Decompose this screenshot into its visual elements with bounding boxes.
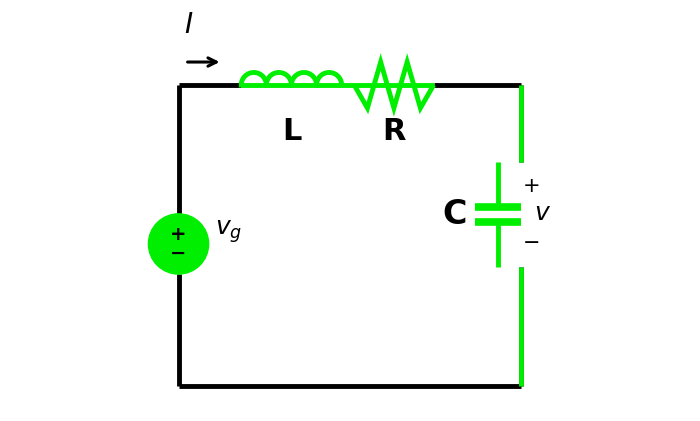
- Circle shape: [148, 214, 209, 274]
- Text: −: −: [170, 244, 187, 263]
- Text: +: +: [170, 225, 187, 244]
- Text: L: L: [282, 117, 301, 146]
- Text: $I$: $I$: [184, 11, 194, 39]
- Text: C: C: [442, 198, 467, 231]
- Text: $v_g$: $v_g$: [215, 218, 242, 245]
- Text: $v$: $v$: [534, 200, 551, 224]
- Text: −: −: [523, 233, 540, 253]
- Text: +: +: [523, 176, 540, 196]
- Text: R: R: [382, 117, 406, 146]
